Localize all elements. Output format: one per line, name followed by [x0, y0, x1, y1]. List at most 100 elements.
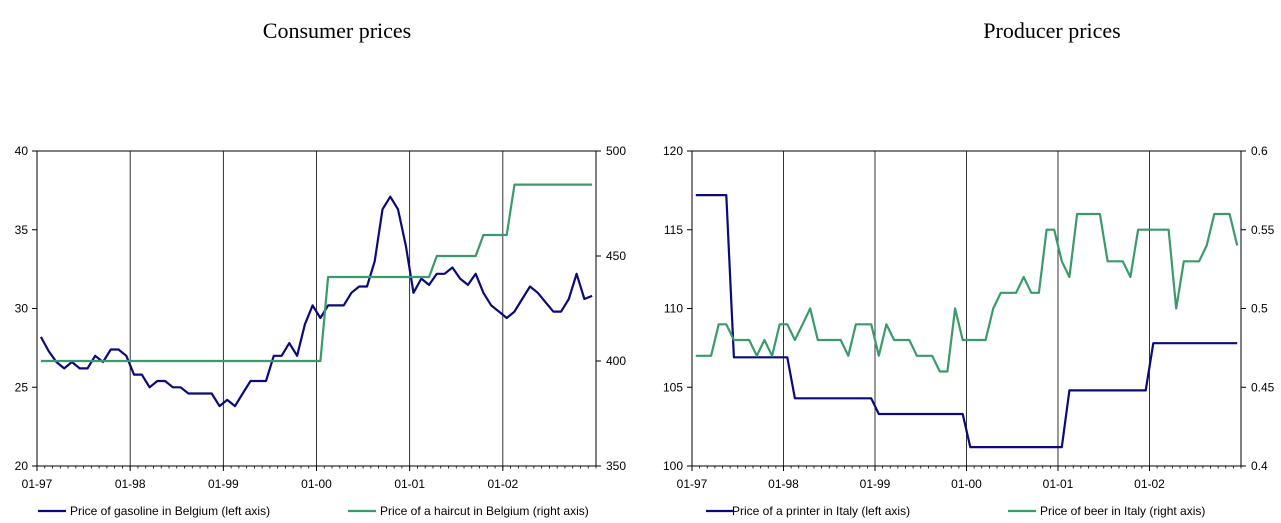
right-y-tick-label: 400: [606, 354, 626, 368]
data-point: [939, 370, 941, 372]
data-point: [273, 355, 275, 357]
data-point: [923, 355, 925, 357]
x-tick-label: 01-99: [860, 477, 891, 491]
x-tick-label: 01-00: [951, 477, 982, 491]
right-y-tick-label: 500: [606, 144, 626, 158]
data-point: [117, 348, 119, 350]
data-point: [809, 307, 811, 309]
data-point: [779, 323, 781, 325]
data-point: [1137, 229, 1139, 231]
data-point: [1023, 276, 1025, 278]
data-point: [1000, 292, 1002, 294]
data-point: [537, 183, 539, 185]
data-point: [358, 276, 360, 278]
data-point: [172, 360, 174, 362]
data-point: [1084, 213, 1086, 215]
right-axis-series-line: [695, 212, 1239, 373]
data-point: [1091, 213, 1093, 215]
data-point: [148, 386, 150, 388]
data-point: [506, 234, 508, 236]
data-point: [786, 323, 788, 325]
data-point: [1175, 342, 1177, 344]
data-point: [513, 310, 515, 312]
data-point: [1030, 292, 1032, 294]
data-point: [725, 194, 727, 196]
data-point: [40, 336, 42, 338]
data-point: [931, 413, 933, 415]
data-point: [412, 276, 414, 278]
data-point: [1198, 260, 1200, 262]
data-point: [234, 360, 236, 362]
data-point: [832, 397, 834, 399]
data-point: [374, 260, 376, 262]
right-y-tick-label: 0.6: [1251, 144, 1268, 158]
data-point: [102, 360, 104, 362]
data-point: [1129, 276, 1131, 278]
data-point: [568, 183, 570, 185]
data-point: [1045, 446, 1047, 448]
data-point: [195, 360, 197, 362]
data-point: [801, 323, 803, 325]
data-point: [779, 356, 781, 358]
data-point: [893, 413, 895, 415]
data-point: [327, 304, 329, 306]
data-point: [110, 360, 112, 362]
data-point: [133, 373, 135, 375]
data-point: [763, 339, 765, 341]
data-point: [94, 355, 96, 357]
data-point: [296, 360, 298, 362]
data-point: [855, 397, 857, 399]
data-point: [529, 285, 531, 287]
data-point: [482, 292, 484, 294]
data-point: [141, 360, 143, 362]
data-point: [125, 355, 127, 357]
data-point: [878, 355, 880, 357]
legend-label: Price of beer in Italy (right axis): [1040, 504, 1205, 518]
data-point: [885, 323, 887, 325]
data-point: [1183, 342, 1185, 344]
legend-label: Price of a printer in Italy (left axis): [732, 504, 910, 518]
data-point: [786, 356, 788, 358]
left-y-tick-label: 35: [15, 223, 29, 237]
data-point: [389, 196, 391, 198]
left-y-tick-label: 30: [15, 302, 29, 316]
data-point: [1015, 446, 1017, 448]
data-point: [992, 446, 994, 448]
data-point: [939, 413, 941, 415]
data-point: [265, 380, 267, 382]
data-point: [901, 339, 903, 341]
consumer-prices-chart: 01-97 01-98 01-99 01-00 01-01 01-02 20 25 30 35 40…: [15, 144, 627, 518]
data-point: [1038, 292, 1040, 294]
data-point: [1190, 260, 1192, 262]
data-point: [969, 446, 971, 448]
data-point: [832, 339, 834, 341]
data-point: [156, 360, 158, 362]
data-point: [544, 183, 546, 185]
data-point: [327, 276, 329, 278]
data-point: [824, 397, 826, 399]
producer-prices-chart: 01-97 01-98 01-99 01-00 01-01 01-02 100 105 110 1…: [663, 144, 1275, 518]
data-point: [226, 399, 228, 401]
data-point: [79, 360, 81, 362]
data-point: [824, 339, 826, 341]
data-point: [366, 285, 368, 287]
data-point: [179, 386, 181, 388]
data-point: [1106, 389, 1108, 391]
data-point: [242, 392, 244, 394]
data-point: [195, 392, 197, 394]
data-point: [397, 208, 399, 210]
data-point: [702, 355, 704, 357]
data-point: [560, 183, 562, 185]
data-point: [916, 413, 918, 415]
data-point: [110, 348, 112, 350]
data-point: [733, 356, 735, 358]
data-point: [40, 360, 42, 362]
data-point: [319, 360, 321, 362]
data-point: [366, 276, 368, 278]
data-point: [179, 360, 181, 362]
data-point: [591, 183, 593, 185]
right-y-tick-label: 0.45: [1251, 380, 1275, 394]
data-point: [55, 360, 57, 362]
data-point: [1061, 260, 1063, 262]
right-y-tick-label: 0.4: [1251, 459, 1268, 473]
